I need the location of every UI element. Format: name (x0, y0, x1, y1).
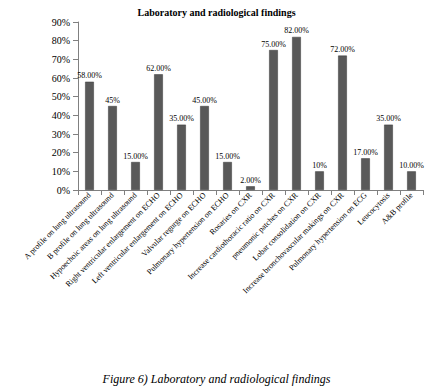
svg-text:45%: 45% (105, 96, 120, 105)
svg-text:pneumonic patches on CXR: pneumonic patches on CXR (229, 190, 300, 261)
svg-text:Rosaries on CXR: Rosaries on CXR (207, 190, 254, 237)
svg-text:30%: 30% (52, 129, 70, 140)
svg-text:75.00%: 75.00% (261, 40, 286, 49)
svg-text:82.00%: 82.00% (284, 26, 309, 35)
svg-text:Pulmonary hypertension on ECG: Pulmonary hypertension on ECG (287, 191, 369, 273)
svg-text:Hypoechoic areas on lung ultra: Hypoechoic areas on lung ultrasound (48, 191, 138, 281)
svg-text:17.00%: 17.00% (353, 148, 378, 157)
svg-text:90%: 90% (52, 17, 70, 28)
svg-text:10%: 10% (312, 161, 327, 170)
svg-text:60%: 60% (52, 73, 70, 84)
svg-text:Laboratory and radiological fi: Laboratory and radiological findings (137, 7, 295, 18)
svg-text:A&B profile: A&B profile (380, 191, 415, 226)
svg-text:70%: 70% (52, 54, 70, 65)
svg-text:Lobar consolidation on CXR: Lobar consolidation on CXR (250, 190, 323, 263)
svg-text:Left ventricular enlargement o: Left ventricular enlargement on ECHO (90, 191, 185, 286)
svg-text:58.00%: 58.00% (77, 71, 102, 80)
svg-text:40%: 40% (52, 110, 70, 121)
svg-text:15.00%: 15.00% (123, 152, 148, 161)
svg-text:Increase bronchovascular makin: Increase bronchovascular makings on CXR (241, 190, 346, 295)
svg-text:B profile on lung ultrasound: B profile on lung ultrasound (45, 190, 116, 262)
svg-text:A profile on lung ultrasound: A profile on lung ultrasound (22, 190, 93, 262)
svg-text:0%: 0% (57, 185, 70, 196)
svg-text:45.00%: 45.00% (192, 96, 217, 105)
svg-text:Right ventricular enlargement: Right ventricular enlargement on ECHO (64, 191, 162, 289)
svg-text:72.00%: 72.00% (330, 45, 355, 54)
svg-text:Valvular regurge on ECHO: Valvular regurge on ECHO (139, 190, 208, 259)
svg-text:10.00%: 10.00% (399, 161, 424, 170)
svg-text:2.00%: 2.00% (240, 176, 261, 185)
svg-text:Figure 6) Laboratory and radio: Figure 6) Laboratory and radiological fi… (102, 372, 331, 386)
svg-text:35.00%: 35.00% (169, 114, 194, 123)
svg-text:20%: 20% (52, 147, 70, 158)
svg-text:50%: 50% (52, 91, 70, 102)
svg-text:10%: 10% (52, 166, 70, 177)
svg-text:Leucocytosis: Leucocytosis (355, 190, 392, 227)
svg-text:35.00%: 35.00% (376, 114, 401, 123)
svg-text:80%: 80% (52, 35, 70, 46)
svg-text:15.00%: 15.00% (215, 152, 240, 161)
svg-text:Increase cardiothoracic ratio: Increase cardiothoracic ratio on CXR (186, 190, 277, 282)
svg-text:62.00%: 62.00% (146, 64, 171, 73)
svg-text:Pulmonary hypertension on ECHO: Pulmonary hypertension on ECHO (145, 191, 231, 277)
